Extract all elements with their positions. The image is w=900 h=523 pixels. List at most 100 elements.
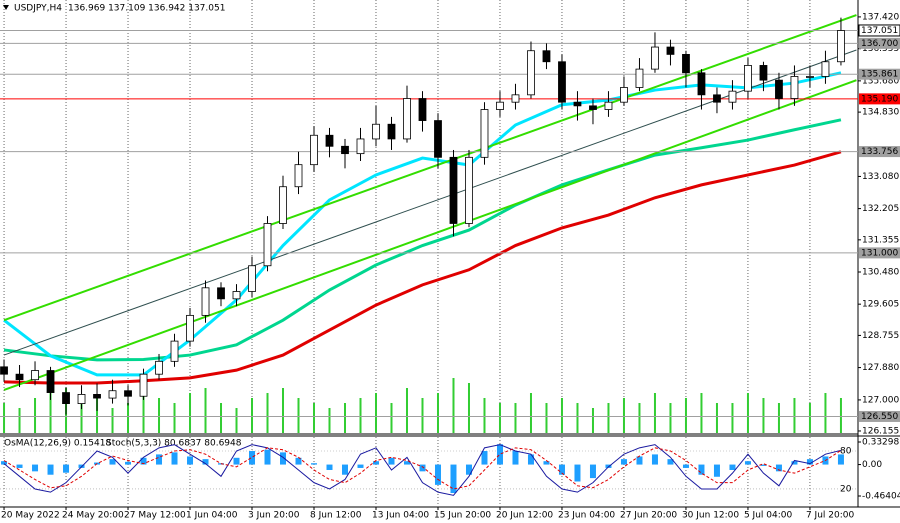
volume-bar [173, 403, 176, 433]
volume-bar [576, 403, 579, 433]
candle-body [744, 65, 752, 92]
volume-bar [839, 398, 842, 433]
y2-tick-label: 20 [840, 484, 852, 494]
osma-bar [496, 444, 503, 465]
osma-bar [311, 463, 318, 465]
x-tick-label: 20 Jun 12:00 [496, 511, 553, 521]
menu-icon [3, 5, 9, 10]
candle-body [0, 366, 8, 375]
x-tick-label: 15 Jun 20:00 [434, 511, 491, 521]
y-tick-label: 137.420 [862, 12, 899, 22]
y-tick-label: 0.33298 [862, 438, 899, 448]
volume-bar [142, 393, 145, 433]
candle-body [589, 105, 597, 110]
candle-body [372, 123, 380, 140]
osma-bar [16, 464, 23, 468]
candle-body [108, 390, 117, 399]
x-tick-label: 3 Jun 20:00 [248, 511, 300, 521]
osma-bar [403, 461, 410, 465]
osma-bar [837, 454, 844, 465]
candle-body [728, 90, 737, 103]
candle-body [790, 76, 799, 99]
candle-body [713, 94, 721, 103]
x-tick-label: 30 Jun 12:00 [682, 511, 739, 521]
volume-bar [220, 403, 223, 433]
channel-line [3, 79, 857, 391]
volume-bar [777, 403, 780, 433]
candle-body [31, 370, 39, 381]
candle-body [837, 30, 845, 63]
volume-bar [390, 403, 393, 433]
candle-body [697, 72, 706, 96]
osma-bar [682, 464, 689, 468]
candle-body [403, 98, 411, 140]
osma-bar [651, 454, 658, 465]
chart-title: USDJPY,H4 [14, 4, 62, 14]
volume-bar [204, 388, 207, 433]
volume-bar [18, 408, 21, 433]
candle-body [527, 50, 535, 96]
candle-body [248, 265, 256, 292]
y2-tick-label: 80 [840, 446, 852, 456]
volume-bar [297, 398, 300, 433]
volume-bar [746, 393, 749, 433]
y-tick-label: 126.155 [862, 426, 899, 436]
level-label-bg [859, 410, 900, 422]
volume-bar [731, 403, 734, 433]
x-tick-label: 24 May 20:00 [62, 511, 124, 521]
osma-bar [326, 464, 333, 470]
candle-body [542, 50, 551, 63]
volume-bar [266, 393, 269, 433]
y-tick-label: -0.46404 [862, 491, 900, 501]
osc-title: OsMA(12,26,9) 0.15418 [4, 439, 111, 449]
candle-body [821, 61, 830, 77]
stoch-line [3, 444, 842, 496]
candle-body [480, 109, 489, 158]
candle-body [806, 76, 814, 78]
osma-bar [264, 449, 271, 465]
osma-bar [388, 457, 395, 465]
volume-bar [189, 393, 192, 433]
volume-bar [700, 393, 703, 433]
volume-bar [793, 398, 796, 433]
osma-bar [63, 464, 70, 473]
osma-bar [543, 461, 550, 465]
volume-bar [49, 393, 52, 433]
y-tick-label: 133.080 [862, 172, 899, 182]
osma-bar [187, 456, 194, 465]
candle-body [620, 87, 628, 103]
candle-body [356, 138, 365, 155]
osma-bar [32, 464, 39, 472]
volume-bar [96, 398, 99, 433]
volume-bar [359, 398, 362, 433]
osma-bar [357, 464, 364, 468]
candle-body [170, 340, 179, 362]
candle-body [434, 120, 442, 158]
level-label-bg [859, 146, 900, 158]
osma-bar [558, 464, 565, 475]
level-label: 136.700 [861, 39, 898, 49]
y-tick-label: 131.355 [862, 235, 899, 245]
osma-bar [1, 461, 8, 465]
volume-bar [328, 408, 331, 433]
level-label-bg [859, 93, 900, 105]
level-label: 137.051 [861, 26, 898, 36]
level-label: 135.861 [861, 70, 898, 80]
y-tick-label: 127.000 [862, 395, 899, 405]
osma-bar [47, 464, 54, 475]
candle-body [93, 394, 101, 399]
osma-bar [295, 457, 302, 465]
volume-bar [405, 388, 408, 433]
candle-body [604, 101, 613, 110]
candle-body [651, 46, 659, 70]
volume-bar [669, 403, 672, 433]
osma-bar [589, 464, 596, 479]
level-label: 126.550 [861, 412, 898, 422]
candle-body [775, 79, 783, 99]
x-tick-label: 20 May 2022 [1, 511, 60, 521]
volume-bar [607, 403, 610, 433]
osma-bar [574, 464, 581, 482]
y-tick-label: 0.00 [862, 460, 882, 470]
osma-bar [760, 464, 767, 466]
osma-bar [744, 461, 751, 465]
